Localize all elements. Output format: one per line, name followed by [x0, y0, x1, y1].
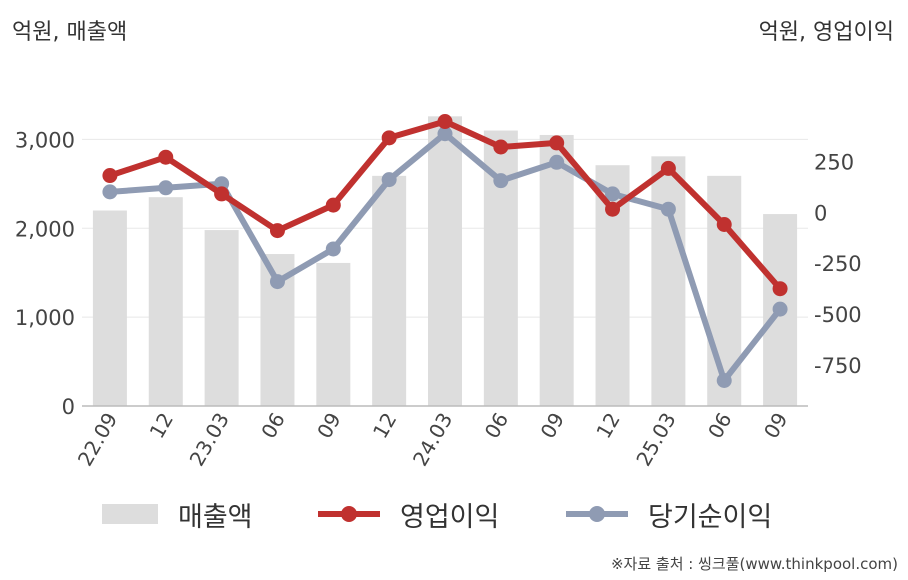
point-operating-profit: [716, 216, 732, 232]
y-right-tick-label: 0: [814, 201, 827, 225]
y-left-tick-label: 1,000: [15, 306, 75, 330]
legend-swatch-revenue: [102, 504, 158, 524]
revenue-bars: [92, 116, 798, 407]
point-net-income: [549, 154, 565, 170]
x-tick-label: 25.03: [631, 409, 680, 471]
legend-swatch-operating-profit: [318, 503, 380, 525]
legend: 매출액 영업이익 당기순이익: [0, 494, 908, 534]
x-tick-label: 12: [368, 409, 402, 443]
y-right-tick-label: -250: [814, 252, 862, 276]
bar-revenue: [428, 116, 462, 406]
x-tick-label: 09: [536, 409, 570, 443]
legend-label-operating-profit: 영업이익: [400, 501, 500, 533]
bar-revenue: [148, 197, 183, 406]
point-net-income: [716, 373, 732, 389]
x-tick-label: 09: [759, 409, 793, 443]
y-right-tick-label: -500: [814, 303, 862, 327]
x-tick-labels: 22.09 12 23.03 06 09 12 24.03 06 09 12 25.03 06 09: [73, 409, 793, 471]
right-axis-unit: 억원, 영업이익: [758, 20, 894, 45]
point-net-income: [437, 126, 453, 142]
profit-lines: [102, 114, 788, 389]
point-net-income: [493, 173, 509, 189]
legend-item-net-income: 당기순이익: [566, 494, 772, 534]
point-net-income: [772, 301, 788, 317]
legend-label-revenue: 매출액: [178, 501, 253, 533]
y-tick-labels: 0 1,000 2,000 3,000 -750 -500 -250 0 250: [15, 128, 862, 419]
x-tick-label: 23.03: [185, 409, 234, 471]
x-tick-label: 12: [591, 409, 625, 443]
y-right-tick-label: -750: [814, 354, 862, 378]
combo-chart: 0 1,000 2,000 3,000 -750 -500 -250 0 250 22.09 12…: [15, 114, 862, 471]
y-left-tick-label: 3,000: [15, 128, 75, 152]
point-operating-profit: [437, 114, 453, 130]
bar-revenue: [372, 175, 407, 406]
point-operating-profit: [325, 197, 341, 213]
point-net-income: [381, 172, 397, 188]
legend-swatch-net-income: [566, 503, 628, 525]
point-operating-profit: [772, 281, 788, 297]
source-note: ※자료 출처 : 씽크풀(www.thinkpool.com): [610, 555, 898, 573]
point-operating-profit: [493, 139, 509, 155]
point-net-income: [660, 201, 676, 217]
y-right-tick-label: 250: [814, 150, 854, 174]
x-tick-label: 06: [703, 409, 737, 443]
bar-revenue: [539, 134, 574, 406]
point-net-income: [605, 186, 621, 202]
bar-revenue: [316, 262, 351, 406]
point-operating-profit: [549, 135, 565, 151]
point-operating-profit: [605, 201, 621, 217]
bar-revenue: [92, 210, 127, 406]
point-net-income: [269, 274, 285, 290]
point-net-income: [102, 184, 118, 200]
point-operating-profit: [214, 186, 230, 202]
y-left-tick-label: 0: [62, 395, 75, 419]
y-left-tick-label: 2,000: [15, 217, 75, 241]
legend-item-operating-profit: 영업이익: [318, 494, 499, 534]
left-axis-unit: 억원, 매출액: [12, 20, 128, 45]
x-tick-label: 09: [312, 409, 346, 443]
point-operating-profit: [102, 168, 118, 184]
legend-label-net-income: 당기순이익: [648, 501, 773, 533]
point-operating-profit: [660, 160, 676, 176]
bar-revenue: [651, 156, 686, 406]
point-net-income: [325, 241, 341, 257]
point-net-income: [158, 180, 174, 196]
x-tick-label: 22.09: [73, 409, 122, 471]
point-operating-profit: [269, 223, 285, 239]
point-operating-profit: [381, 130, 397, 146]
x-tick-label: 24.03: [408, 409, 457, 471]
x-tick-label: 06: [480, 409, 514, 443]
x-tick-label: 06: [256, 409, 290, 443]
legend-item-revenue: 매출액: [102, 494, 253, 534]
point-operating-profit: [158, 149, 174, 165]
x-tick-label: 12: [145, 409, 179, 443]
bar-revenue: [204, 230, 239, 406]
